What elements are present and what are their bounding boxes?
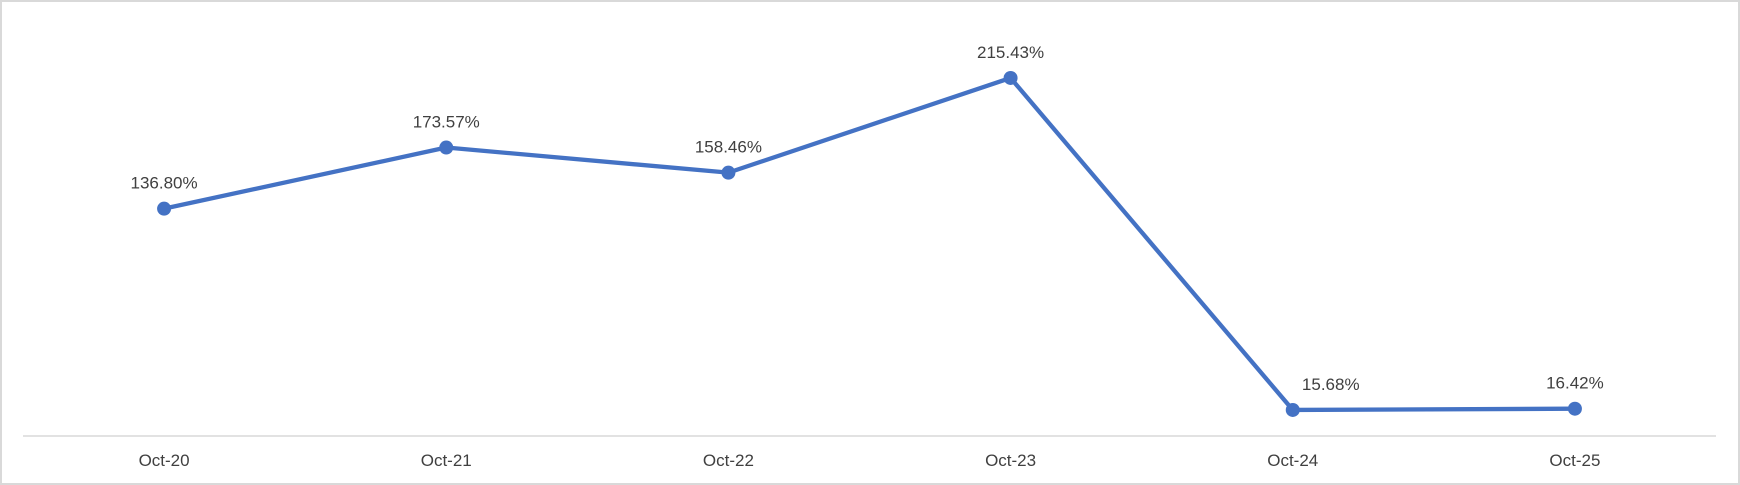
- x-axis-label: Oct-20: [139, 451, 190, 470]
- x-axis-label: Oct-24: [1267, 451, 1318, 470]
- data-point-marker-Oct-22[interactable]: [721, 165, 736, 180]
- data-label: 173.57%: [413, 113, 480, 132]
- data-label: 158.46%: [695, 138, 762, 157]
- data-point-marker-Oct-23[interactable]: [1003, 70, 1018, 85]
- data-label: 15.68%: [1302, 375, 1360, 394]
- x-axis-label: Oct-21: [421, 451, 472, 470]
- data-point-marker-Oct-24[interactable]: [1285, 402, 1300, 417]
- data-point-marker-Oct-20[interactable]: [157, 201, 172, 216]
- data-point-marker-Oct-21[interactable]: [439, 140, 454, 155]
- x-axis-label: Oct-25: [1549, 451, 1600, 470]
- x-axis-label: Oct-23: [985, 451, 1036, 470]
- data-label: 136.80%: [131, 174, 198, 193]
- data-label: 215.43%: [977, 43, 1044, 62]
- data-label: 16.42%: [1546, 374, 1604, 393]
- data-point-marker-Oct-25[interactable]: [1567, 401, 1582, 416]
- x-axis-label: Oct-22: [703, 451, 754, 470]
- series-line: [161, 75, 1578, 413]
